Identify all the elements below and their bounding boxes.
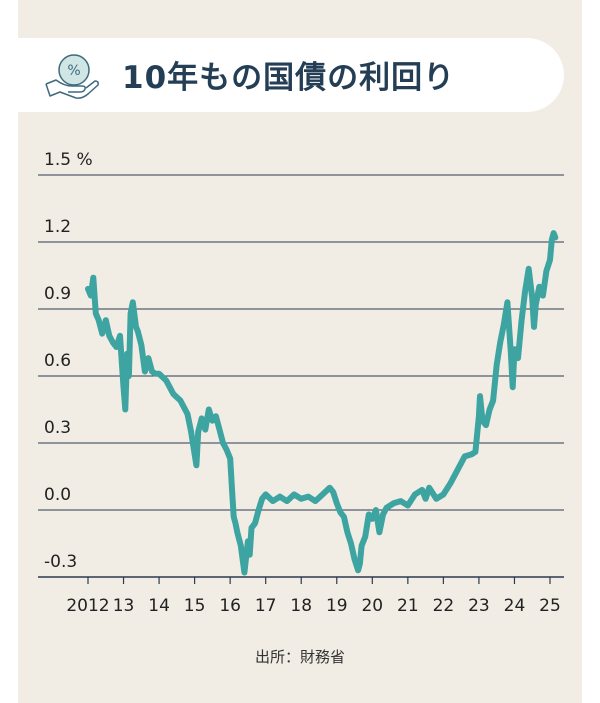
x-tick-label: 17 [255,596,277,616]
x-tick-label: 21 [397,596,419,616]
x-tick-label: 20 [361,596,383,616]
percent-hand-icon: % [45,54,99,99]
chart-title: 10年もの国債の利回り [122,60,456,96]
y-tick-label: 1.2 [44,217,71,237]
series-line-10y-yield [85,230,559,576]
y-tick-label: 0.0 [44,485,71,505]
x-tick-label: 15 [184,596,206,616]
x-tick-label: 13 [113,596,135,616]
x-tick-label: 22 [433,596,455,616]
title-banner: % 10年もの国債の利回り [18,38,564,112]
y-tick-label: 1.5 % [44,150,93,170]
x-tick-label: 18 [290,596,312,616]
x-tick-label: 19 [326,596,348,616]
y-tick-label: 0.6 [44,351,71,371]
x-tick-label: 25 [539,596,561,616]
x-tick-label: 24 [504,596,526,616]
chart-panel [18,0,582,703]
source-note: 出所：財務省 [254,648,345,666]
x-tick-label: 16 [219,596,241,616]
y-tick-label: -0.3 [44,552,77,572]
x-tick-label: 2012 [66,596,109,616]
x-tick-label: 23 [468,596,490,616]
y-tick-label: 0.3 [44,418,71,438]
y-tick-label: 0.9 [44,284,71,304]
svg-text:%: % [67,63,80,79]
x-tick-label: 14 [148,596,170,616]
